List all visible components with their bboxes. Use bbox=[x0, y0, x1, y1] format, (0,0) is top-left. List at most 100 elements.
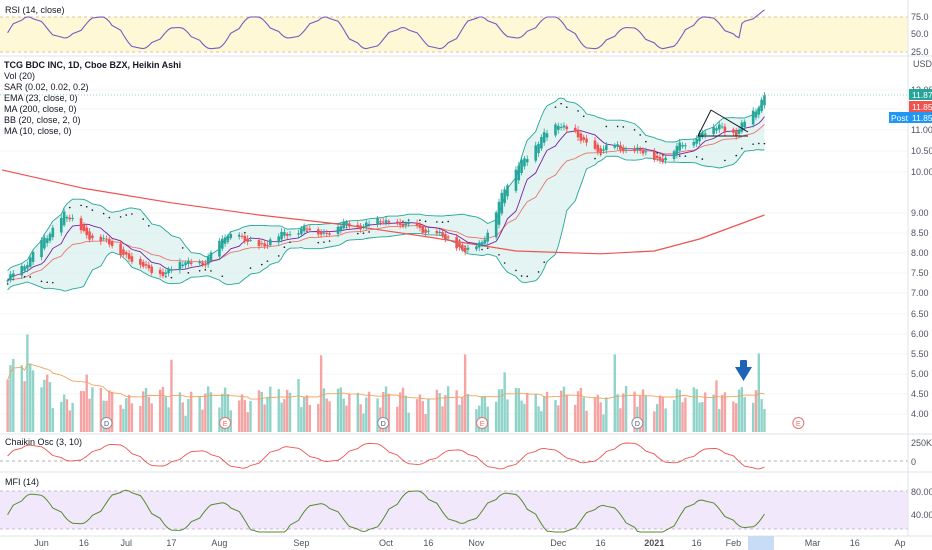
candle-body[interactable] bbox=[237, 235, 241, 237]
candle-body[interactable] bbox=[198, 261, 201, 264]
candle-body[interactable] bbox=[593, 140, 597, 149]
candle-body[interactable] bbox=[754, 111, 758, 118]
candle-body[interactable] bbox=[141, 261, 145, 267]
event-marker[interactable]: E bbox=[476, 417, 489, 429]
candle-body[interactable] bbox=[737, 129, 741, 134]
candle-body[interactable] bbox=[277, 236, 281, 243]
candle-body[interactable] bbox=[444, 234, 447, 239]
candle-body[interactable] bbox=[144, 264, 148, 266]
candle-body[interactable] bbox=[119, 243, 122, 256]
candle-body[interactable] bbox=[703, 133, 707, 135]
wedge-drawing[interactable] bbox=[697, 109, 749, 137]
candle-body[interactable] bbox=[322, 232, 326, 234]
candle-body[interactable] bbox=[438, 231, 442, 233]
candle-body[interactable] bbox=[31, 252, 35, 263]
candle-body[interactable] bbox=[246, 238, 249, 242]
price-axis[interactable]: USD 75.050.025.0 12.0011.5011.0010.5010.… bbox=[0, 0, 932, 536]
candle-body[interactable] bbox=[201, 262, 204, 265]
candle-body[interactable] bbox=[6, 280, 9, 282]
candle-body[interactable] bbox=[181, 264, 185, 267]
candle-body[interactable] bbox=[455, 237, 458, 249]
legend-ma10[interactable]: MA (10, close, 0) bbox=[4, 126, 72, 136]
candle-body[interactable] bbox=[602, 149, 605, 151]
candle-body[interactable] bbox=[68, 217, 72, 220]
candle-body[interactable] bbox=[379, 221, 382, 223]
candle-body[interactable] bbox=[384, 220, 388, 222]
candle-body[interactable] bbox=[187, 260, 190, 264]
candle-body[interactable] bbox=[60, 217, 63, 233]
candle-body[interactable] bbox=[415, 223, 419, 226]
legend-ma200[interactable]: MA (200, close, 0) bbox=[4, 104, 77, 114]
candle-body[interactable] bbox=[139, 258, 142, 265]
candle-body[interactable] bbox=[720, 126, 724, 128]
candle-body[interactable] bbox=[520, 159, 523, 173]
candle-body[interactable] bbox=[164, 272, 168, 274]
candle-body[interactable] bbox=[218, 240, 221, 257]
candle-body[interactable] bbox=[65, 216, 69, 219]
candle-body[interactable] bbox=[565, 126, 569, 130]
candle-body[interactable] bbox=[206, 256, 210, 265]
heikin-ashi-candles[interactable] bbox=[6, 91, 766, 284]
candle-body[interactable] bbox=[268, 239, 272, 246]
candle-body[interactable] bbox=[701, 132, 704, 138]
candle-body[interactable] bbox=[288, 234, 292, 236]
candle-body[interactable] bbox=[497, 201, 501, 225]
candle-body[interactable] bbox=[20, 266, 24, 276]
candle-body[interactable] bbox=[376, 218, 379, 225]
candle-body[interactable] bbox=[638, 148, 642, 151]
candle-body[interactable] bbox=[263, 243, 266, 247]
candle-body[interactable] bbox=[732, 129, 735, 133]
candle-body[interactable] bbox=[763, 95, 766, 106]
candle-body[interactable] bbox=[624, 148, 628, 150]
candle-body[interactable] bbox=[678, 142, 682, 151]
candle-body[interactable] bbox=[506, 185, 509, 197]
candle-body[interactable] bbox=[102, 238, 105, 240]
candle-body[interactable] bbox=[599, 148, 602, 154]
candle-body[interactable] bbox=[319, 231, 323, 235]
candle-body[interactable] bbox=[40, 239, 43, 258]
time-axis[interactable]: Jun 16 Jul 17 Aug Sep Oct 16 Nov Dec 16 2021 16 Feb Ma… bbox=[0, 535, 932, 550]
candle-body[interactable] bbox=[661, 158, 665, 162]
event-marker[interactable]: E bbox=[792, 417, 805, 429]
candle-body[interactable] bbox=[751, 110, 755, 125]
candle-body[interactable] bbox=[554, 124, 557, 136]
candle-body[interactable] bbox=[158, 269, 162, 275]
candle-body[interactable] bbox=[260, 243, 264, 245]
candle-body[interactable] bbox=[494, 212, 498, 238]
candle-body[interactable] bbox=[621, 147, 625, 152]
event-marker[interactable]: E bbox=[219, 417, 232, 429]
candle-body[interactable] bbox=[715, 128, 718, 131]
candle-body[interactable] bbox=[401, 223, 405, 227]
candle-body[interactable] bbox=[463, 247, 467, 252]
candle-body[interactable] bbox=[477, 242, 481, 248]
candle-body[interactable] bbox=[223, 237, 227, 244]
candle-body[interactable] bbox=[48, 233, 52, 241]
candle-body[interactable] bbox=[585, 138, 588, 143]
candle-body[interactable] bbox=[283, 232, 286, 236]
candle-body[interactable] bbox=[328, 233, 331, 235]
candle-body[interactable] bbox=[692, 141, 696, 146]
candle-body[interactable] bbox=[424, 229, 427, 233]
candle-body[interactable] bbox=[486, 232, 490, 242]
candle-body[interactable] bbox=[85, 227, 89, 236]
legend-ema[interactable]: EMA (23, close, 0) bbox=[4, 93, 78, 103]
candle-body[interactable] bbox=[500, 192, 504, 214]
candle-body[interactable] bbox=[644, 151, 648, 153]
candle-body[interactable] bbox=[525, 159, 529, 163]
candle-body[interactable] bbox=[573, 127, 577, 132]
candle-body[interactable] bbox=[466, 247, 470, 250]
candle-body[interactable] bbox=[757, 107, 761, 115]
candle-body[interactable] bbox=[387, 220, 391, 223]
candle-body[interactable] bbox=[110, 241, 114, 246]
candle-body[interactable] bbox=[475, 246, 478, 249]
event-marker[interactable]: D bbox=[377, 417, 390, 429]
candle-body[interactable] bbox=[184, 262, 187, 266]
candle-body[interactable] bbox=[427, 230, 430, 232]
candle-body[interactable] bbox=[633, 148, 636, 152]
candle-body[interactable] bbox=[367, 223, 371, 225]
candle-body[interactable] bbox=[503, 189, 506, 204]
candle-body[interactable] bbox=[302, 225, 306, 232]
candle-body[interactable] bbox=[517, 165, 521, 181]
